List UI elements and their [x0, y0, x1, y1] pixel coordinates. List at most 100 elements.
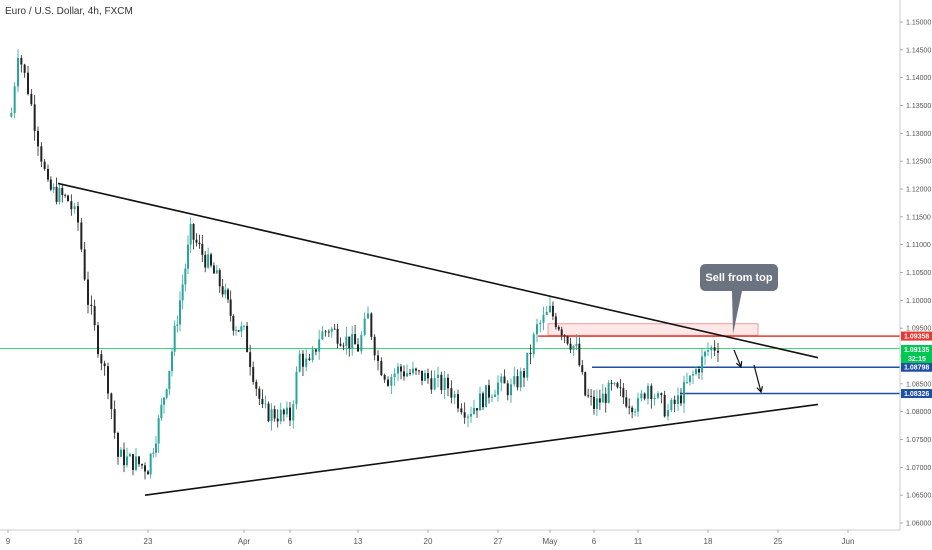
candle-body: [123, 449, 125, 466]
candle-body: [476, 408, 478, 411]
candle-body: [653, 397, 656, 400]
candle-body: [135, 456, 137, 470]
candle-body: [261, 398, 264, 405]
price-tag-label: 1.08326: [904, 391, 929, 398]
candle-body: [314, 349, 317, 352]
price-tag-label: 1.08798: [904, 365, 929, 372]
candle-body: [650, 385, 653, 400]
candle-body: [373, 336, 376, 356]
candle-body: [463, 412, 466, 418]
candle-body: [342, 345, 345, 347]
candle-body: [387, 379, 389, 386]
y-tick-label: 1.12000: [906, 187, 931, 194]
x-tick-label: 13: [354, 537, 363, 546]
ascending-trendline[interactable]: [144, 403, 819, 496]
candle-body: [149, 453, 152, 475]
candle-body: [545, 312, 548, 315]
x-tick-label: Jun: [842, 537, 855, 546]
candle-body: [330, 328, 333, 332]
candle-body: [357, 344, 359, 352]
candle-body: [503, 376, 506, 384]
candle-body: [243, 325, 245, 327]
candle-body: [572, 345, 575, 350]
candle-body: [207, 254, 210, 268]
candle-body: [660, 393, 663, 396]
candle-body: [400, 366, 402, 372]
candle-body: [510, 384, 512, 396]
candle-body: [566, 336, 569, 344]
candle-body: [637, 398, 639, 412]
candle-body: [67, 195, 69, 202]
candle-body: [631, 407, 634, 413]
candle-body: [433, 378, 436, 390]
candle-body: [595, 398, 598, 409]
y-tick-label: 1.15000: [906, 20, 931, 27]
candle-body: [467, 416, 469, 418]
candle-body: [221, 286, 224, 295]
candle-body: [129, 454, 131, 457]
candle-body: [479, 393, 481, 411]
descending-trendline[interactable]: [57, 182, 819, 359]
sell-arrow-1-shaft: [733, 349, 742, 368]
x-tick-label: 6: [288, 537, 293, 546]
callout-pointer: [732, 291, 742, 334]
candle-body: [305, 358, 308, 367]
candle-body: [440, 374, 443, 391]
candle-body: [367, 313, 369, 319]
candle-body: [155, 443, 157, 453]
candle-body: [198, 242, 201, 244]
x-tick-label: 18: [704, 537, 713, 546]
candle-body: [258, 388, 261, 399]
candle-body: [10, 113, 13, 117]
candle-body: [240, 326, 243, 332]
candle-body: [622, 388, 625, 398]
candle-body: [447, 377, 449, 389]
candle-body: [289, 407, 291, 421]
candle-body: [27, 72, 29, 94]
candle-body: [443, 377, 446, 391]
candle-body: [457, 394, 459, 409]
y-tick-label: 1.07000: [906, 465, 931, 472]
candle-body: [100, 354, 103, 364]
candle-body: [717, 350, 719, 353]
candle-body: [97, 325, 99, 355]
candle-body: [575, 343, 578, 346]
x-tick-label: 9: [6, 537, 11, 546]
candle-body: [43, 161, 46, 169]
candle-body: [713, 347, 716, 351]
candle-body: [295, 371, 298, 405]
candle-body: [491, 396, 493, 398]
y-tick-label: 1.10500: [906, 270, 931, 277]
candle-body: [187, 244, 189, 269]
y-tick-label: 1.12500: [906, 159, 931, 166]
candle-body: [536, 324, 538, 335]
candle-body: [670, 399, 673, 411]
candle-body: [165, 389, 168, 398]
price-tag-label: 1.09358: [904, 334, 929, 341]
candle-body: [110, 393, 113, 410]
price-tag-support: [901, 389, 932, 399]
sell-arrow-2-head: [756, 386, 764, 394]
candle-body: [551, 305, 554, 317]
candle-body: [450, 388, 453, 398]
y-tick-label: 1.09500: [906, 326, 931, 333]
candle-body: [195, 239, 198, 243]
candle-body: [77, 206, 79, 223]
candle-body: [321, 331, 324, 340]
candle-body: [333, 328, 336, 330]
callout-box: [700, 264, 778, 291]
candle-body: [619, 387, 622, 389]
candle-body: [298, 353, 301, 372]
candle-body: [132, 454, 134, 470]
candle-body: [707, 350, 709, 352]
candle-body: [418, 370, 420, 372]
y-tick-label: 1.06000: [906, 521, 931, 528]
candle-body: [598, 398, 601, 403]
candle-body: [453, 394, 456, 398]
candle-body: [181, 284, 184, 301]
candle-body: [160, 404, 163, 419]
candle-body: [506, 383, 509, 396]
candle-body: [616, 383, 619, 388]
resistance-zone: [547, 323, 759, 336]
